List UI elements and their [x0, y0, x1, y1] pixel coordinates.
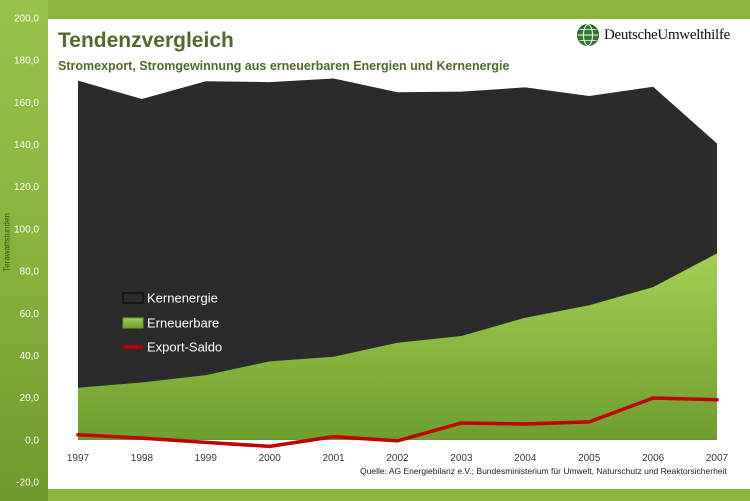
legend-label: Export-Saldo: [147, 340, 222, 355]
brand-logo: DeutscheUmwelthilfe: [576, 22, 746, 48]
brand-logo-text: DeutscheUmwelthilfe: [604, 26, 730, 43]
legend-label: Erneuerbare: [147, 316, 219, 331]
y-axis-ticks: -20,0 0,0 20,0 40,0 60,0 80,0 100,0 120,0 140,0 1…: [14, 14, 39, 489]
y-tick-label: 120,0: [14, 182, 39, 193]
y-tick-label: 200,0: [14, 14, 39, 25]
y-tick-label: -20,0: [16, 478, 39, 489]
y-tick-label: 100,0: [14, 224, 39, 235]
x-tick-label: 2005: [578, 453, 601, 464]
x-tick-label: 1999: [195, 453, 218, 464]
x-tick-label: 2004: [514, 453, 537, 464]
x-tick-label: 1997: [67, 453, 90, 464]
x-tick-label: 2007: [706, 453, 729, 464]
y-tick-label: 80,0: [20, 267, 40, 278]
y-tick-label: 40,0: [20, 351, 40, 362]
y-tick-label: 140,0: [14, 140, 39, 151]
y-tick-label: 180,0: [14, 56, 39, 67]
x-tick-label: 2003: [450, 453, 473, 464]
y-tick-label: 20,0: [20, 393, 40, 404]
y-tick-label: 160,0: [14, 98, 39, 109]
line-export-saldo: [76, 396, 719, 449]
x-tick-label: 2006: [642, 453, 665, 464]
chart-title: Tendenzvergleich: [58, 29, 234, 52]
globe-icon: [577, 24, 599, 46]
x-tick-label: 2001: [322, 453, 345, 464]
area-erneuerbare: [78, 253, 717, 440]
source-note: Quelle: AG Energiebilanz e.V.; Bundesmin…: [360, 466, 727, 476]
chart-legend: Kernenergie Erneuerbare Export-Saldo: [122, 291, 222, 355]
y-axis-strip: [0, 0, 48, 501]
chart-areas: [78, 78, 717, 440]
y-tick-label: 0,0: [25, 435, 39, 446]
x-tick-label: 2002: [386, 453, 409, 464]
legend-swatch: [122, 292, 144, 304]
legend-label: Kernenergie: [147, 291, 218, 306]
y-tick-label: 60,0: [20, 309, 40, 320]
x-axis-ticks: 1997 1998 1999 2000 2001 2002 2003 2004 2005 2006…: [67, 453, 729, 464]
chart-subtitle: Stromexport, Stromgewinnung aus erneuerb…: [58, 59, 510, 73]
x-tick-label: 2000: [259, 453, 282, 464]
legend-swatch: [122, 317, 144, 329]
x-tick-label: 1998: [131, 453, 154, 464]
chart-lines: [76, 396, 719, 449]
